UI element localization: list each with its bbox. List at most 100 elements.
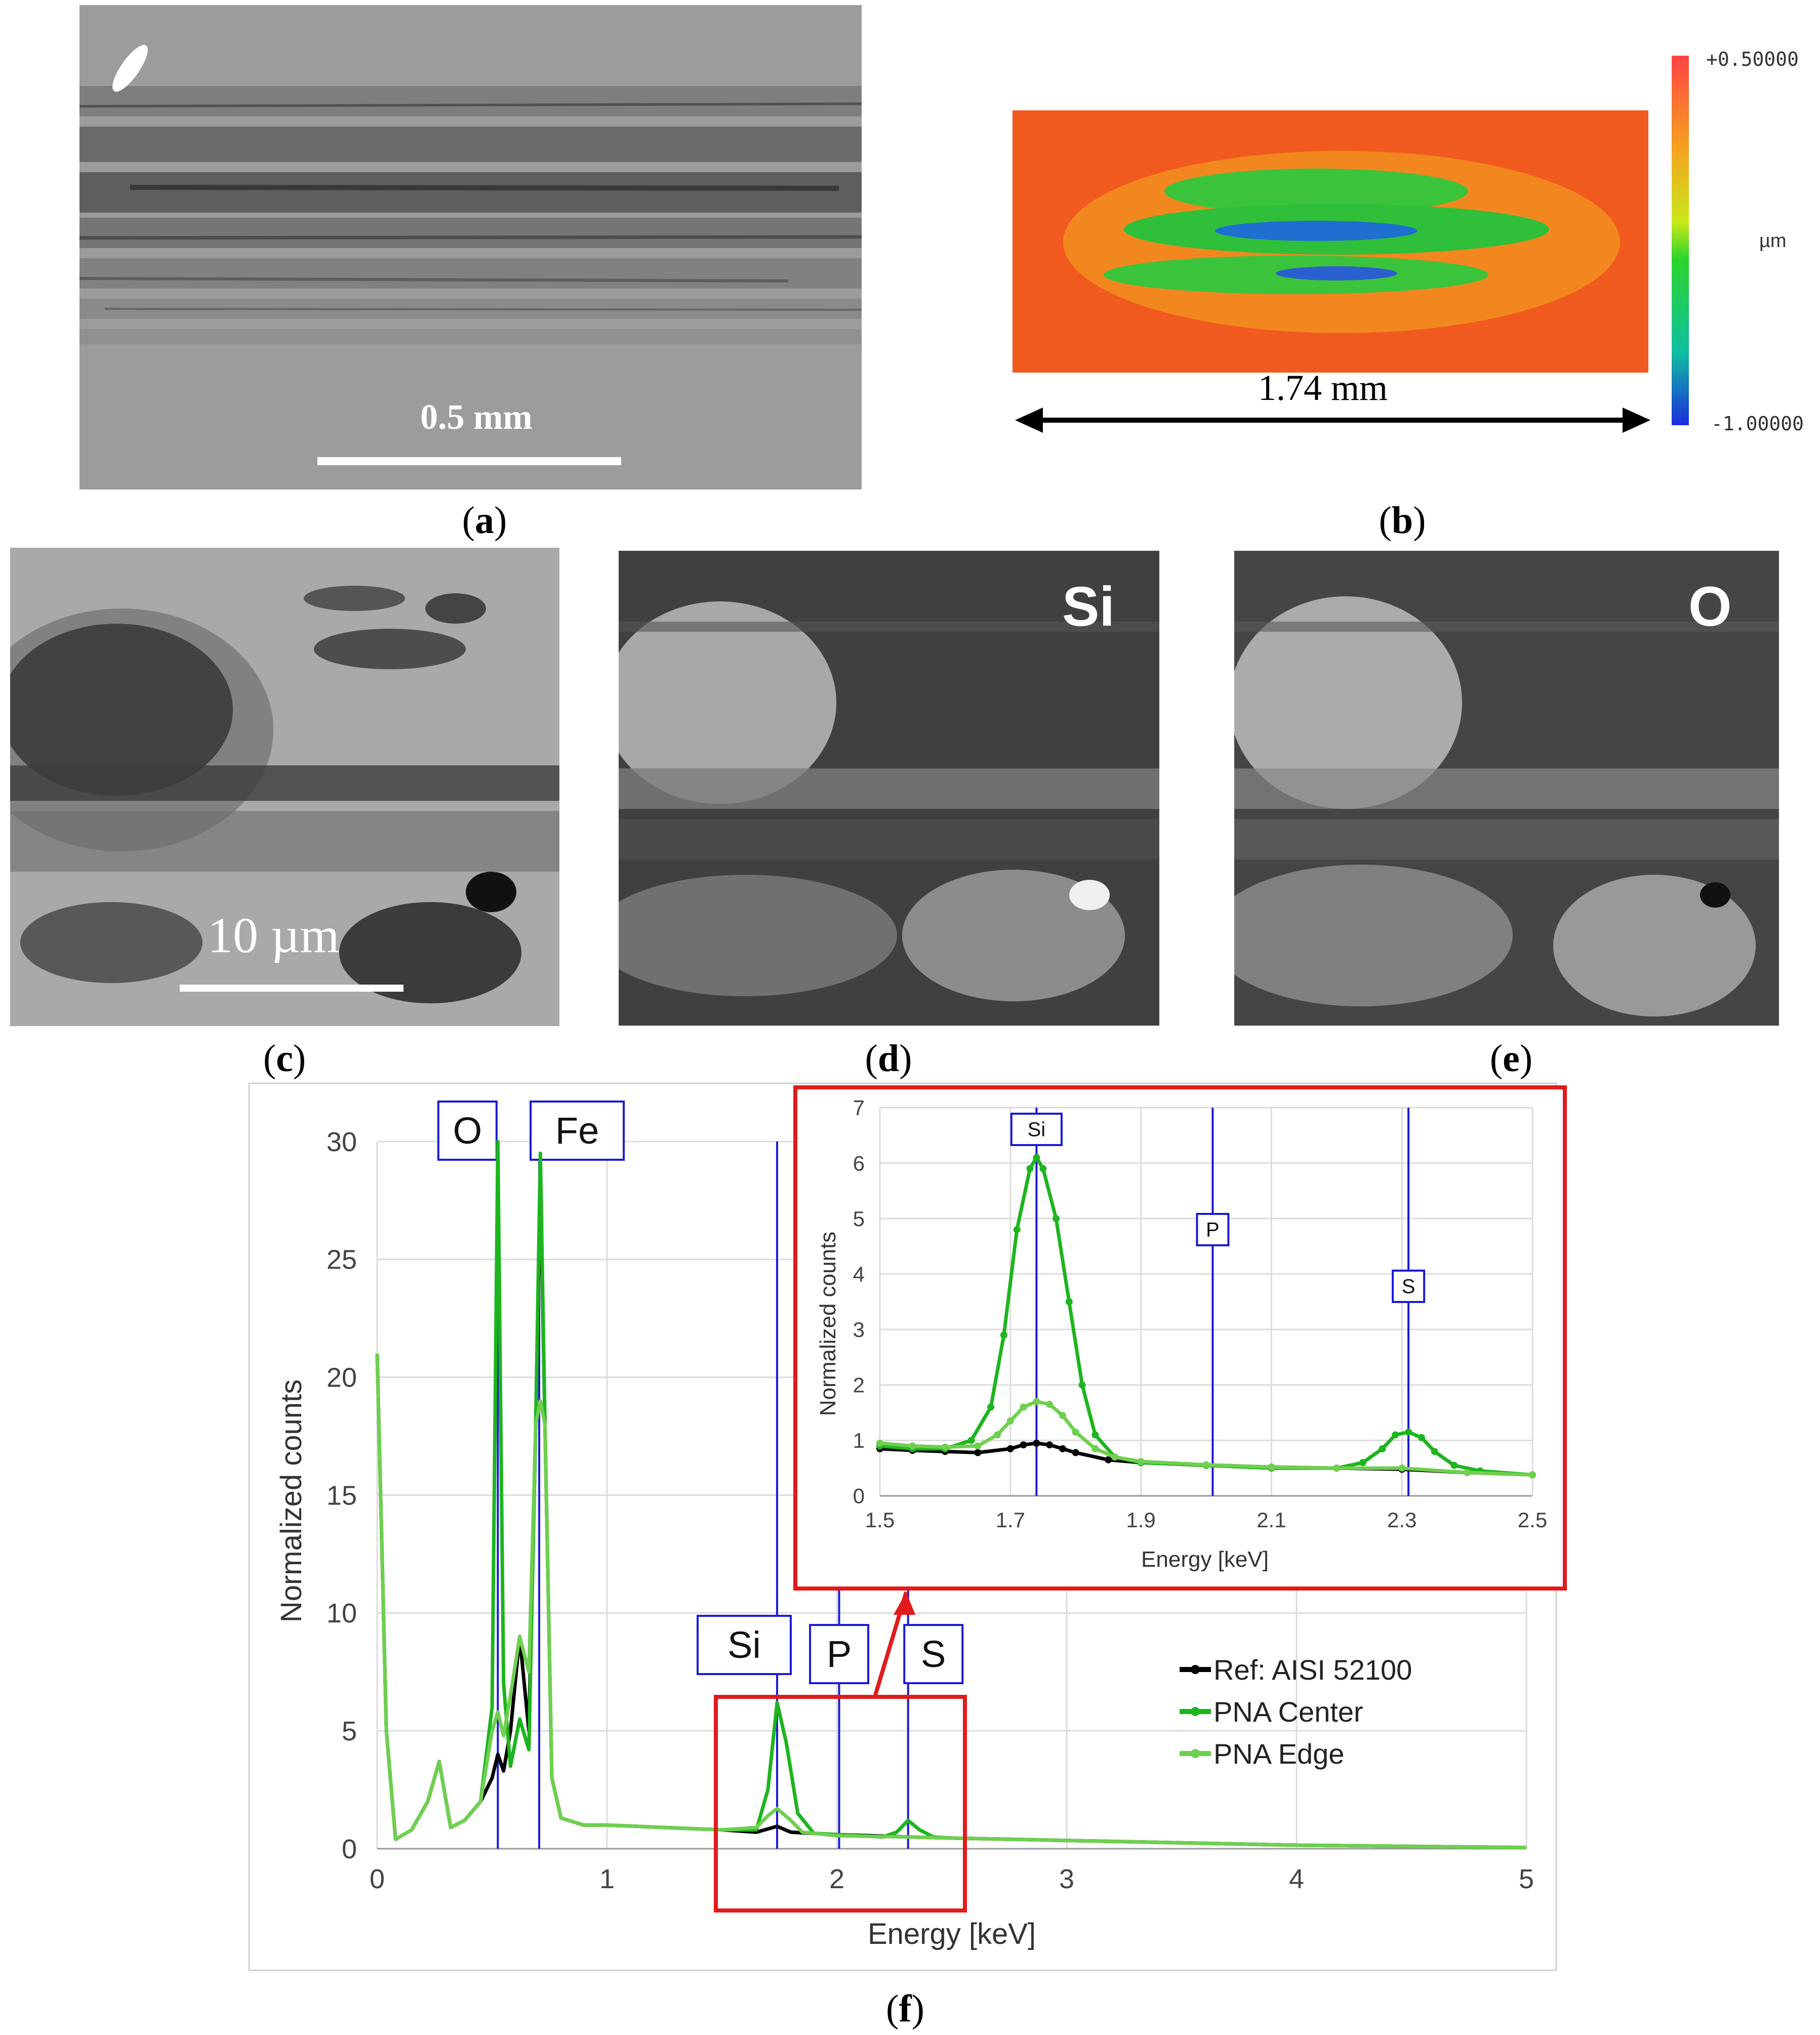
- inset-series-point-2: [1072, 1428, 1079, 1436]
- inset-series-point-0: [1105, 1456, 1112, 1463]
- inset-series-point-1: [1379, 1445, 1386, 1452]
- inset-marker-label-p: P: [1206, 1219, 1220, 1241]
- inset-series-point-2: [1529, 1471, 1536, 1479]
- height-map-image: [1013, 110, 1648, 373]
- inset-series-point-1: [1392, 1431, 1399, 1439]
- inset-series-point-1: [967, 1437, 975, 1444]
- inset-series-point-0: [1046, 1441, 1054, 1449]
- main-marker-box-s: [903, 1624, 964, 1684]
- main-marker-box-si: [696, 1615, 792, 1675]
- x-axis-title: Energy [keV]: [868, 1918, 1036, 1950]
- main-y-tick-label: 15: [327, 1480, 357, 1511]
- inset-series-line-1: [879, 1156, 1533, 1477]
- colorbar-unit-label: µm: [1759, 230, 1787, 252]
- inset-series-point-2: [1398, 1464, 1406, 1472]
- inset-series-point-1: [1065, 1298, 1073, 1306]
- inset-y-tick-label: 4: [853, 1262, 865, 1286]
- scale-bar-label-c: 10 µm: [208, 907, 340, 963]
- inset-series-line-2: [879, 1400, 1533, 1477]
- main-series-line-2: [375, 1354, 1527, 1850]
- inset-y-tick-label: 1: [853, 1429, 865, 1452]
- inset-series-point-2: [941, 1443, 949, 1451]
- panel-d-si-map: [619, 551, 1159, 1026]
- sem-wear-track-image: [79, 5, 862, 490]
- inset-marker-box-s: [1392, 1270, 1426, 1303]
- inset-series-point-1: [1053, 1215, 1060, 1223]
- inset-x-tick-label: 1.9: [1126, 1508, 1155, 1532]
- inset-series-point-0: [1006, 1445, 1014, 1452]
- inset-x-axis-title: Energy [keV]: [1141, 1547, 1269, 1572]
- inset-x-tick-label: 2.5: [1518, 1508, 1547, 1532]
- inset-series-point-0: [1033, 1439, 1040, 1447]
- inset-series-point-1: [1359, 1459, 1366, 1467]
- legend-label-2: PNA Edge: [1214, 1738, 1344, 1770]
- panel-a-sem-image: [79, 5, 862, 490]
- inset-y-tick-label: 5: [853, 1207, 865, 1231]
- inset-y-tick-label: 2: [853, 1373, 865, 1397]
- caption-d: (d): [865, 1037, 912, 1080]
- inset-series-point-2: [1268, 1463, 1275, 1471]
- panel-b-profilometry: [1013, 110, 1648, 373]
- inset-series-point-1: [1418, 1434, 1425, 1441]
- inset-series-point-1: [1078, 1381, 1086, 1389]
- inset-x-tick-label: 2.1: [1257, 1508, 1286, 1532]
- inset-series-point-2: [876, 1439, 883, 1447]
- main-marker-label-s: S: [921, 1633, 946, 1675]
- inset-series-point-1: [1013, 1226, 1021, 1234]
- inset-y-axis-title: Normalized counts: [816, 1232, 840, 1416]
- legend-marker-2: [1191, 1749, 1200, 1758]
- inset-marker-label-s: S: [1402, 1276, 1415, 1298]
- main-y-tick-label: 5: [342, 1716, 357, 1746]
- y-axis-title: Normalized counts: [275, 1379, 308, 1622]
- inset-series-point-1: [1450, 1461, 1458, 1469]
- inset-series-point-1: [987, 1403, 995, 1411]
- legend-marker-0: [1191, 1665, 1200, 1674]
- main-marker-label-p: P: [827, 1633, 852, 1675]
- main-x-tick-label: 2: [829, 1864, 844, 1894]
- main-x-tick-label: 1: [599, 1864, 615, 1894]
- legend-label-0: Ref: AISI 52100: [1214, 1654, 1412, 1686]
- main-marker-label-si: Si: [727, 1624, 761, 1666]
- scale-bar-label-a: 0.5 mm: [420, 398, 533, 437]
- si-eds-map: [619, 551, 1159, 1026]
- main-marker-label-fe: Fe: [555, 1110, 599, 1152]
- inset-series-point-1: [1026, 1165, 1034, 1172]
- caption-c: (c): [263, 1037, 306, 1080]
- inset-marker-box-p: [1196, 1213, 1230, 1246]
- inset-series-point-2: [1111, 1453, 1119, 1461]
- main-y-tick-label: 20: [327, 1363, 357, 1393]
- inset-y-tick-label: 3: [853, 1318, 865, 1341]
- inset-y-tick-label: 0: [853, 1484, 865, 1508]
- inset-series-point-2: [1059, 1412, 1066, 1419]
- inset-series-point-0: [1020, 1441, 1027, 1449]
- inset-series-point-0: [974, 1449, 982, 1456]
- main-marker-box-p: [809, 1624, 870, 1684]
- inset-series-point-2: [1333, 1464, 1341, 1472]
- inset-x-tick-label: 1.5: [865, 1508, 895, 1532]
- inset-x-tick-label: 2.3: [1387, 1508, 1417, 1532]
- inset-series-point-2: [1091, 1445, 1099, 1452]
- dimension-arrow: [1015, 408, 1650, 433]
- inset-marker-box-si: [1010, 1113, 1063, 1146]
- scale-bar-a: [317, 457, 621, 465]
- inset-series-point-1: [1033, 1154, 1040, 1161]
- main-x-tick-label: 0: [370, 1864, 385, 1894]
- o-eds-map: [1234, 551, 1779, 1026]
- caption-f: (f): [886, 1987, 924, 2030]
- o-map-label: O: [1688, 576, 1732, 638]
- inset-series-point-0: [1059, 1445, 1066, 1452]
- caption-b: (b): [1379, 499, 1426, 542]
- main-y-tick-label: 25: [327, 1245, 357, 1275]
- main-y-tick-label: 10: [327, 1598, 357, 1629]
- inset-x-tick-label: 1.7: [996, 1508, 1025, 1532]
- inset-frame: [793, 1085, 1567, 1591]
- inset-series-point-1: [1405, 1428, 1412, 1436]
- panel-e-o-map: [1234, 551, 1779, 1026]
- legend-marker-1: [1191, 1707, 1200, 1716]
- inset-series-point-2: [994, 1431, 1001, 1439]
- sem-detail-image: [10, 548, 559, 1026]
- zoom-region-box: [714, 1695, 967, 1912]
- inset-series-point-1: [1091, 1431, 1099, 1439]
- colorbar-max-label: +0.50000: [1706, 48, 1799, 70]
- colorbar: [1672, 56, 1689, 425]
